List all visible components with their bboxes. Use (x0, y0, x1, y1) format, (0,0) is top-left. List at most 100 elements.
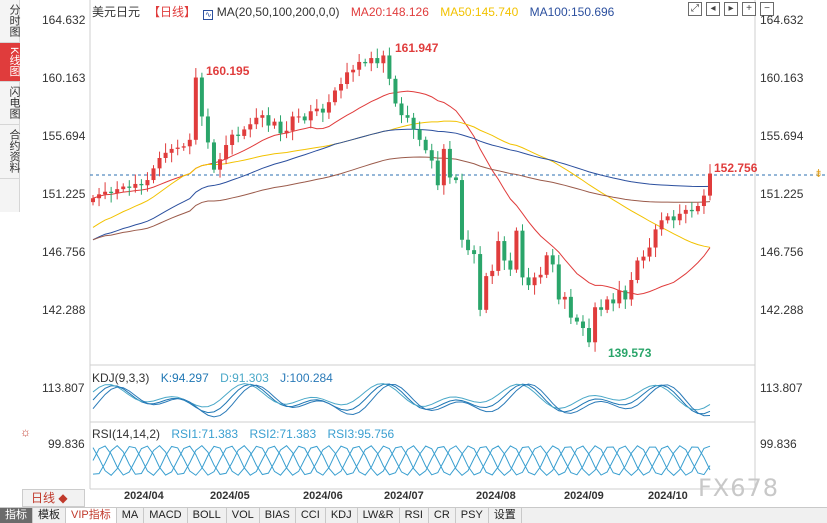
price-chart[interactable] (20, 0, 827, 490)
period-selector[interactable]: 日线 ◆ (22, 489, 85, 507)
candle-body (677, 213, 682, 221)
candle-body (526, 277, 531, 286)
candle-body (605, 299, 610, 310)
candle-body (332, 90, 337, 103)
candle-body (611, 299, 616, 304)
tab-indicators[interactable]: 指标 (0, 508, 33, 523)
candle-body (478, 254, 483, 310)
candle-body (91, 198, 95, 203)
rsi-axis-right: 99.836 (760, 437, 797, 451)
candle-body (550, 255, 555, 265)
candle-body (375, 58, 380, 64)
tab-rsi[interactable]: RSI (400, 508, 429, 523)
candle-body (556, 264, 561, 300)
indicator-tab-bar: 指标 模板 VIP指标 MA MACD BOLL VOL BIAS CCI KD… (0, 507, 827, 523)
candle-body (472, 250, 477, 255)
tab-vol[interactable]: VOL (227, 508, 260, 523)
tab-settings[interactable]: 设置 (489, 508, 522, 523)
y-right-label: 164.632 (760, 13, 804, 27)
tab-kline[interactable]: K线图 (0, 43, 20, 83)
tab-cci[interactable]: CCI (296, 508, 326, 523)
candle-body (496, 241, 501, 271)
candle-body (647, 247, 652, 257)
period-label: 【日线】 (148, 5, 197, 19)
arrow-left-icon[interactable]: ◂ (706, 2, 720, 16)
candle-body (617, 290, 622, 304)
tab-timeshare[interactable]: 分时图 (0, 0, 20, 43)
rsi-line (92, 445, 711, 477)
kdj-line (92, 383, 711, 415)
candle-body (187, 139, 192, 147)
main-legend: 美元日元 【日线】 ∿ MA(20,50,100,200,0,0) MA20:14… (92, 3, 622, 20)
tab-cr[interactable]: CR (429, 508, 456, 523)
candle-body (641, 256, 646, 261)
candle-body (399, 103, 404, 116)
ma50-value: MA50:145.740 (440, 5, 519, 19)
tab-kdj[interactable]: KDJ (326, 508, 358, 523)
candle-body (568, 296, 573, 318)
candle-body (708, 173, 712, 196)
rsi-axis-left: 99.836 (48, 437, 85, 451)
tab-vip-indicators[interactable]: VIP指标 (66, 508, 117, 523)
ma50-line (92, 120, 711, 248)
candle-body (97, 194, 102, 199)
candle-body (653, 229, 658, 248)
candle-body (314, 108, 319, 112)
candle-body (417, 129, 422, 140)
candle-body (671, 216, 676, 221)
candle-body (127, 186, 132, 188)
y-right-label: 142.288 (760, 303, 804, 317)
candle-body (236, 134, 241, 136)
candle-body (151, 168, 156, 181)
chart-toolbar: ⤢ ◂ ▸ + − (688, 2, 774, 16)
candle-body (593, 307, 598, 343)
x-axis-label: 2024/07 (384, 490, 424, 502)
ma100-value: MA100:150.696 (529, 5, 615, 19)
candle-body (357, 61, 362, 70)
tab-boll[interactable]: BOLL (188, 508, 227, 523)
tab-macd[interactable]: MACD (144, 508, 188, 523)
candle-body (339, 84, 344, 91)
tab-bias[interactable]: BIAS (260, 508, 296, 523)
ma-settings-icon[interactable]: ∿ (203, 10, 214, 20)
tab-lwr[interactable]: LW&R (358, 508, 400, 523)
candle-body (514, 230, 519, 270)
candle-body (544, 255, 549, 275)
candle-body (683, 209, 688, 214)
candle-body (139, 183, 144, 186)
x-axis: 2024/04 2024/05 2024/06 2024/07 2024/08 … (90, 489, 757, 507)
arrow-right-icon[interactable]: ▸ (724, 2, 738, 16)
x-axis-label: 2024/10 (648, 490, 688, 502)
candle-body (629, 279, 634, 300)
expand-icon[interactable]: ⤢ (688, 2, 702, 16)
kdj-axis-left: 113.807 (42, 381, 85, 395)
zoom-in-icon[interactable]: + (742, 2, 756, 16)
tab-contract-info[interactable]: 合约资料 (0, 125, 20, 180)
candle-body (278, 121, 283, 134)
candle-body (429, 150, 434, 161)
sun-icon[interactable]: ☼ (20, 425, 31, 439)
candle-body (296, 116, 301, 118)
y-left-label: 155.694 (42, 129, 86, 143)
tab-flash[interactable]: 闪电图 (0, 82, 20, 126)
candle-body (701, 195, 706, 207)
candle-body (272, 121, 277, 126)
candle-body (580, 321, 585, 329)
x-axis-label: 2024/09 (564, 490, 604, 502)
kdj-k-value: K:94.297 (160, 371, 209, 385)
candle-body (520, 230, 525, 278)
zoom-out-icon[interactable]: − (760, 2, 774, 16)
candle-body (284, 130, 289, 134)
kdj-line (92, 383, 711, 411)
tab-templates[interactable]: 模板 (33, 508, 66, 523)
candle-body (508, 260, 513, 270)
candle-body (248, 124, 253, 130)
candle-body (169, 148, 174, 153)
rsi-legend: RSI(14,14,2) RSI1:71.383 RSI2:71.383 RSI… (92, 427, 402, 441)
tab-ma[interactable]: MA (117, 508, 145, 523)
candle-body (193, 77, 198, 140)
candle-body (411, 117, 416, 130)
candle-body (453, 177, 458, 181)
low-label: 139.573 (608, 346, 652, 360)
tab-psy[interactable]: PSY (456, 508, 489, 523)
